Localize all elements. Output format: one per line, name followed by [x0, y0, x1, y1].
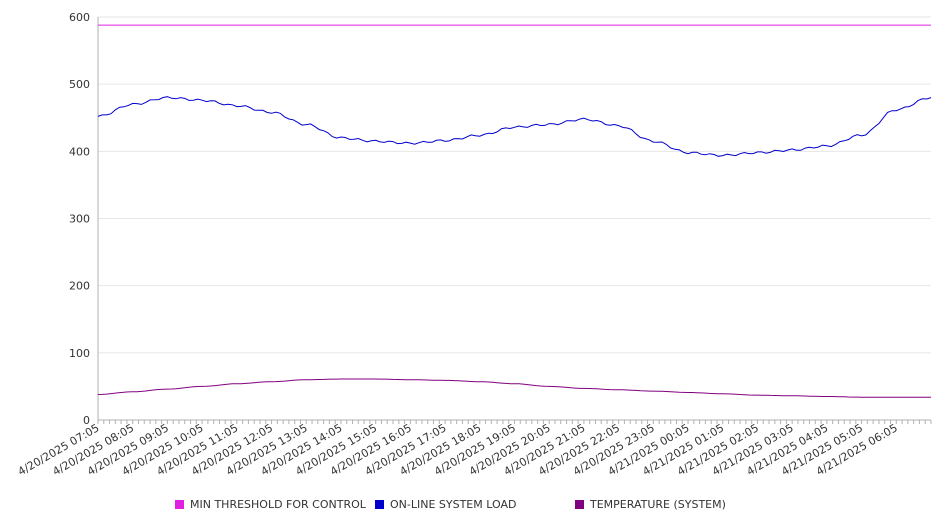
series-lines — [97, 24, 932, 398]
grid-lines — [98, 16, 931, 354]
y-tick-label-100: 100 — [69, 347, 90, 360]
y-axis-ticks: 0 100 200 300 400 500 600 — [69, 11, 90, 427]
legend-label-temperature: TEMPERATURE (SYSTEM) — [590, 498, 726, 511]
x-axis-ticks: 4/20/2025 07:054/20/2025 08:054/20/2025 … — [16, 420, 932, 478]
y-tick-label-0: 0 — [83, 414, 90, 427]
y-tick-label-300: 300 — [69, 213, 90, 226]
legend-label-system-load: ON-LINE SYSTEM LOAD — [390, 498, 517, 511]
legend-swatch-min-threshold — [175, 500, 184, 509]
legend-swatch-system-load — [375, 500, 384, 509]
legend-label-min-threshold: MIN THRESHOLD FOR CONTROL — [190, 498, 366, 511]
series-line-on-line-system-load — [97, 96, 932, 157]
legend-item-temperature[interactable]: TEMPERATURE (SYSTEM) — [575, 498, 726, 511]
y-tick-label-200: 200 — [69, 280, 90, 293]
legend-item-min-threshold[interactable]: MIN THRESHOLD FOR CONTROL — [175, 498, 366, 511]
series-line-temperature-system — [97, 378, 931, 398]
legend: MIN THRESHOLD FOR CONTROL ON-LINE SYSTEM… — [0, 498, 946, 514]
y-tick-label-500: 500 — [69, 78, 90, 91]
y-tick-label-400: 400 — [69, 145, 90, 158]
legend-item-system-load[interactable]: ON-LINE SYSTEM LOAD — [375, 498, 516, 511]
legend-swatch-temperature — [575, 500, 584, 509]
y-tick-label-600: 600 — [69, 11, 90, 24]
